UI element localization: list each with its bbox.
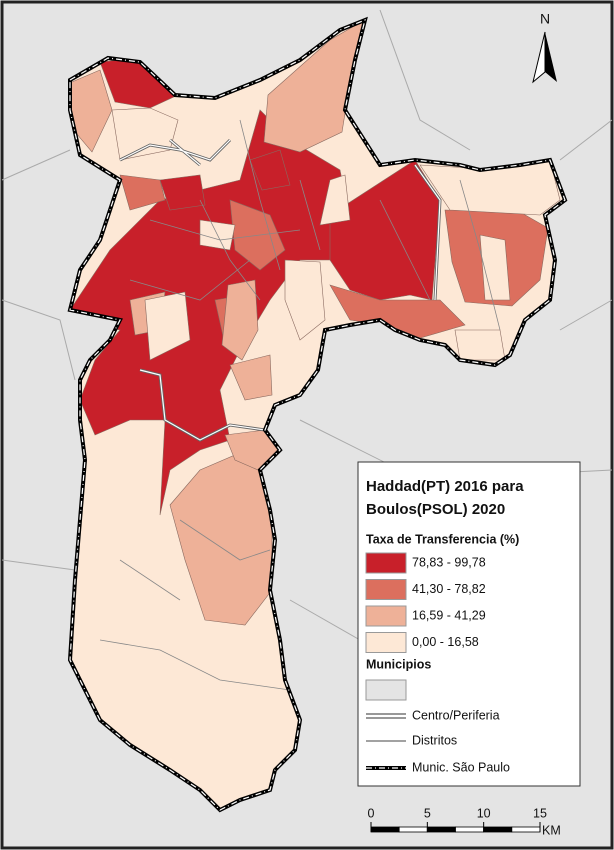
scale-tick-label: 5 <box>424 806 431 820</box>
legend-swatch <box>365 632 407 653</box>
line-legend-label: Distritos <box>412 733 457 747</box>
north-arrow: N <box>532 11 557 84</box>
municipios-swatch <box>365 679 407 701</box>
line-legend-label: Munic. São Paulo <box>412 760 510 774</box>
legend-label: 16,59 - 41,29 <box>412 608 486 622</box>
scale-segment <box>398 826 428 833</box>
district <box>319 174 351 226</box>
north-label: N <box>540 11 550 27</box>
north-arrow-right <box>545 32 557 82</box>
scale-segment <box>511 826 541 833</box>
district <box>454 329 506 361</box>
legend-title: Haddad(PT) 2016 para <box>366 478 524 495</box>
scale-unit: KM <box>542 823 561 837</box>
legend-swatch <box>365 605 407 627</box>
scale-segment <box>370 826 400 833</box>
scale-tick-label: 0 <box>368 806 375 820</box>
district <box>221 279 259 361</box>
scale-segment <box>483 826 513 833</box>
district <box>284 259 326 341</box>
legend-swatch <box>365 579 407 600</box>
scale-tick-label: 15 <box>533 806 547 820</box>
centro-periferia-line-inner <box>119 139 441 441</box>
scale-segment <box>455 826 485 833</box>
legend-swatch <box>365 552 407 574</box>
north-arrow-left <box>532 31 546 84</box>
scale-tick-label: 10 <box>477 806 491 820</box>
district-lines <box>99 119 501 691</box>
district <box>329 284 466 339</box>
scale-segment <box>426 826 456 833</box>
legend: Haddad(PT) 2016 para Boulos(PSOL) 2020 T… <box>357 461 581 787</box>
class-title: Taxa de Transferencia (%) <box>366 532 519 546</box>
district <box>249 149 291 191</box>
line-legend-label: Centro/Periferia <box>412 708 500 722</box>
centro-periferia-symbol <box>366 713 406 719</box>
district <box>144 291 191 361</box>
legend-label: 41,30 - 78,82 <box>412 582 486 596</box>
municipios-title: Municipios <box>366 657 431 671</box>
district <box>229 354 273 401</box>
legend-title: Boulos(PSOL) 2020 <box>366 501 505 518</box>
district <box>119 174 166 211</box>
legend-label: 0,00 - 16,58 <box>412 635 479 649</box>
district <box>479 234 511 301</box>
district <box>159 174 206 211</box>
scale-bar: 0 5 10 15 KM <box>368 806 561 837</box>
legend-label: 78,83 - 99,78 <box>412 555 486 569</box>
